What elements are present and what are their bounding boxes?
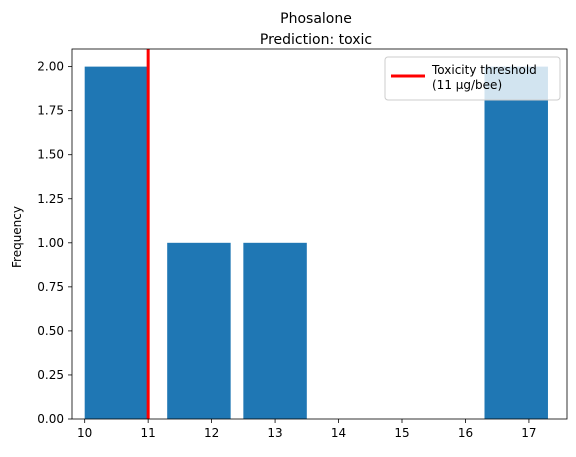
- legend-label-line2: (11 µg/bee): [432, 78, 502, 92]
- y-tick-label-0.75: 0.75: [37, 280, 64, 294]
- y-tick-label-0.00: 0.00: [37, 412, 64, 426]
- y-tick-label-0.50: 0.50: [37, 324, 64, 338]
- histogram-bar-1: [167, 242, 231, 419]
- plot-frame: [71, 48, 568, 420]
- x-tick-label-10: 10: [77, 426, 92, 440]
- y-tick-label-1.00: 1.00: [37, 236, 64, 250]
- legend: Toxicity threshold (11 µg/bee): [384, 56, 561, 101]
- histogram-bar-0: [84, 66, 149, 419]
- chart-subtitle: Prediction: toxic: [260, 32, 372, 48]
- axes-layer: 10 11 12 13 14 15 16 17 0.00 0.25 0.50 0.75 1.00 1.25…: [37, 48, 568, 440]
- y-tick-label-0.25: 0.25: [37, 368, 64, 382]
- chart-title: Phosalone: [280, 11, 352, 27]
- x-tick-label-13: 13: [267, 426, 282, 440]
- x-tick-label-14: 14: [331, 426, 346, 440]
- y-tick-label-2.00: 2.00: [37, 60, 64, 74]
- histogram-bar-2: [243, 242, 307, 419]
- legend-label-line1: Toxicity threshold: [431, 63, 537, 77]
- legend-box: [384, 56, 561, 101]
- y-tick-label-1.75: 1.75: [37, 104, 64, 118]
- x-tick-label-11: 11: [141, 426, 156, 440]
- x-tick-label-12: 12: [204, 426, 219, 440]
- y-tick-label-1.50: 1.50: [37, 148, 64, 162]
- x-tick-label-15: 15: [394, 426, 409, 440]
- x-tick-label-16: 16: [458, 426, 473, 440]
- histogram-bar-3: [484, 66, 548, 419]
- x-tick-label-17: 17: [521, 426, 536, 440]
- y-tick-label-1.25: 1.25: [37, 192, 64, 206]
- y-axis-label: Frequency: [10, 206, 24, 268]
- bars-layer: [84, 66, 548, 419]
